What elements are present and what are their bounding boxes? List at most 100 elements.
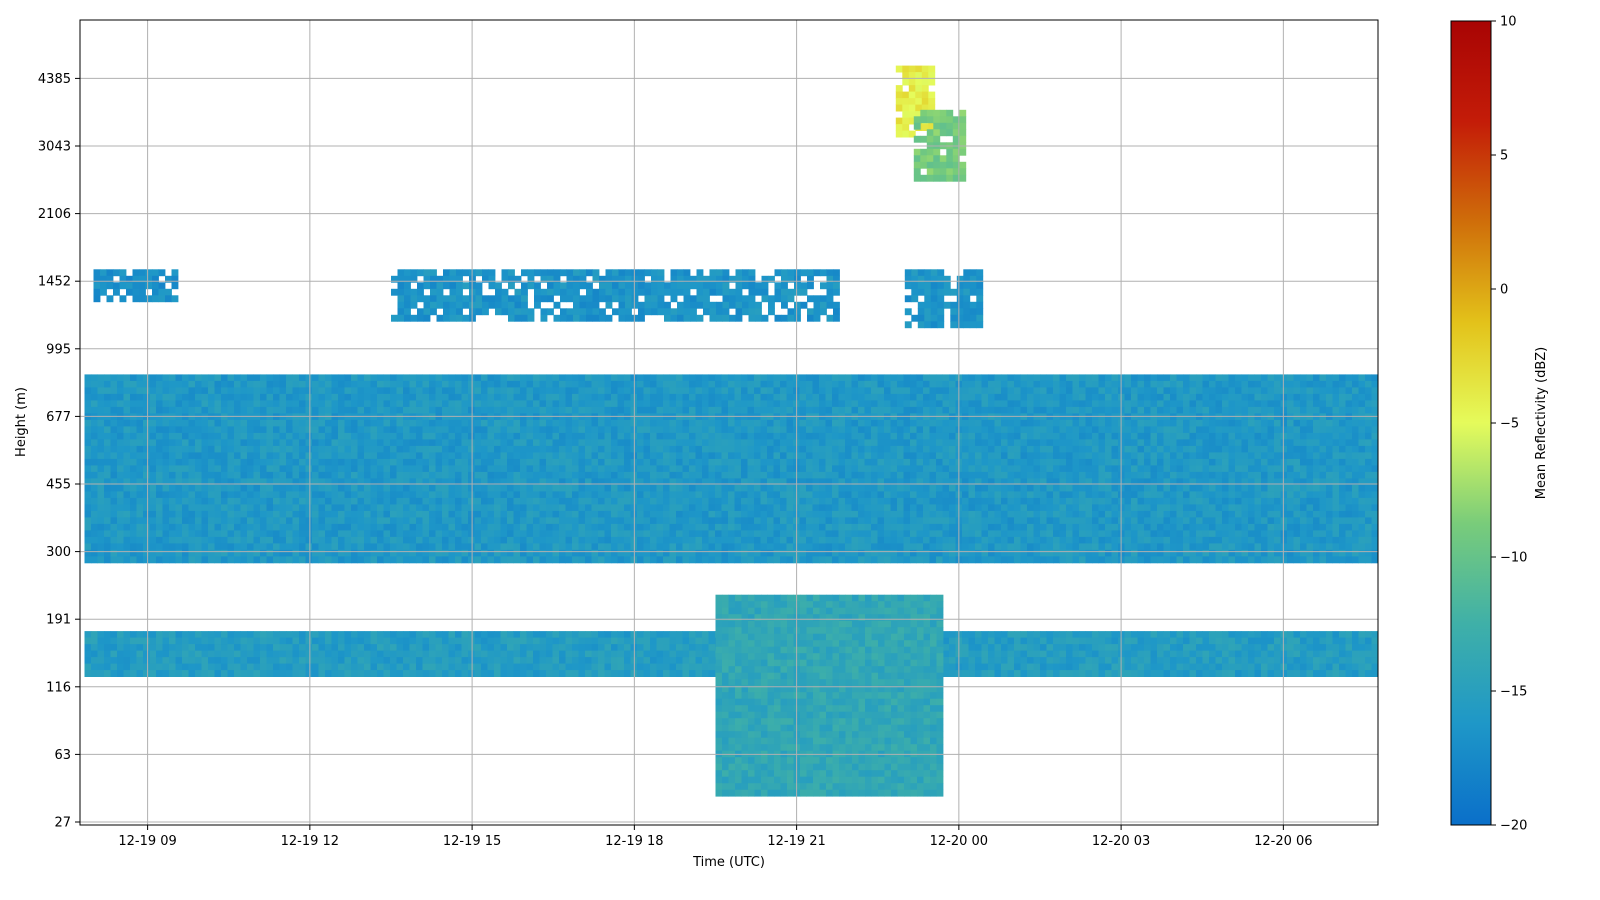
- heatmap-cell-low-cloud-deck: [591, 478, 599, 486]
- heatmap-cell-low-cloud-deck: [1020, 406, 1028, 414]
- heatmap-cell-low-cloud-deck: [175, 439, 183, 447]
- heatmap-cell-low-cloud-deck: [325, 484, 332, 492]
- heatmap-cell-low-cloud-deck: [663, 523, 670, 531]
- heatmap-cell-low-cloud-deck: [234, 400, 241, 408]
- heatmap-cell-low-cloud-deck: [1033, 549, 1041, 557]
- heatmap-cell-low-cloud-deck: [448, 419, 456, 427]
- heatmap-cell-low-cloud-deck: [403, 458, 410, 466]
- heatmap-cell-low-cloud-deck: [117, 439, 124, 447]
- heatmap-cell-low-cloud-deck: [578, 549, 586, 557]
- heatmap-cell-low-cloud-deck: [182, 536, 189, 544]
- heatmap-cell-low-cloud-deck: [780, 445, 787, 453]
- heatmap-cell-low-cloud-deck: [396, 465, 404, 473]
- heatmap-cell-low-cloud-deck: [1040, 478, 1047, 486]
- heatmap-cell-low-cloud-deck: [325, 426, 332, 434]
- heatmap-cell-low-cloud-deck: [299, 465, 306, 473]
- heatmap-cell-low-cloud-deck: [468, 406, 475, 414]
- heatmap-cell-low-cloud-deck: [461, 419, 469, 427]
- heatmap-cell-low-cloud-deck: [890, 517, 898, 525]
- heatmap-cell-low-cloud-deck: [1163, 387, 1171, 395]
- heatmap-cell-low-cloud-deck: [864, 549, 872, 557]
- heatmap-cell-low-cloud-deck: [656, 406, 664, 414]
- heatmap-cell-low-cloud-deck: [806, 536, 813, 544]
- heatmap-cell-low-cloud-deck: [1202, 374, 1210, 382]
- heatmap-cell-low-cloud-deck: [702, 510, 709, 518]
- heatmap-cell-low-cloud-deck: [104, 439, 111, 447]
- heatmap-cell-low-cloud-deck: [598, 426, 605, 434]
- heatmap-cell-low-cloud-deck: [780, 465, 787, 473]
- heatmap-cell-low-cloud-deck: [559, 387, 566, 395]
- heatmap-cell-low-cloud-deck: [624, 504, 631, 512]
- heatmap-cell-low-cloud-deck: [1053, 478, 1060, 486]
- heatmap-cell-low-cloud-deck: [819, 478, 826, 486]
- heatmap-cell-low-cloud-deck: [1033, 445, 1041, 453]
- heatmap-cell-low-cloud-deck: [468, 549, 475, 557]
- heatmap-cell-low-cloud-deck: [240, 543, 248, 551]
- heatmap-cell-low-cloud-deck: [377, 517, 384, 525]
- heatmap-cell-low-cloud-deck: [1137, 439, 1145, 447]
- heatmap-cell-low-cloud-deck: [156, 426, 163, 434]
- heatmap-cell-low-cloud-deck: [656, 491, 664, 499]
- heatmap-cell-low-cloud-deck: [377, 471, 384, 479]
- heatmap-cell-low-cloud-deck: [942, 504, 950, 512]
- heatmap-cell-low-cloud-deck: [84, 387, 92, 395]
- heatmap-cell-low-cloud-deck: [572, 380, 579, 388]
- heatmap-cell-low-cloud-deck: [1150, 439, 1158, 447]
- heatmap-cell-low-cloud-deck: [611, 439, 618, 447]
- heatmap-cell-low-cloud-deck: [585, 471, 592, 479]
- heatmap-cell-low-cloud-deck: [91, 380, 98, 388]
- heatmap-cell-low-cloud-deck: [721, 478, 729, 486]
- heatmap-cell-low-cloud-deck: [416, 387, 423, 395]
- heatmap-cell-low-cloud-deck: [175, 445, 183, 453]
- heatmap-cell-low-cloud-deck: [487, 445, 495, 453]
- heatmap-cell-low-cloud-deck: [546, 393, 553, 401]
- heatmap-cell-low-cloud-deck: [702, 471, 709, 479]
- heatmap-cell-low-cloud-deck: [1007, 419, 1015, 427]
- heatmap-cell-low-cloud-deck: [520, 458, 527, 466]
- heatmap-cell-low-cloud-deck: [526, 465, 534, 473]
- heatmap-cell-low-cloud-deck: [871, 452, 878, 460]
- heatmap-cell-low-cloud-deck: [416, 536, 423, 544]
- heatmap-cell-low-cloud-deck: [1176, 393, 1184, 401]
- heatmap-cell-low-cloud-deck: [1033, 510, 1041, 518]
- heatmap-cell-low-cloud-deck: [1033, 478, 1041, 486]
- heatmap-cell-low-cloud-deck: [1027, 380, 1034, 388]
- heatmap-cell-low-cloud-deck: [975, 374, 982, 382]
- heatmap-cell-low-cloud-deck: [812, 445, 820, 453]
- heatmap-cell-low-cloud-deck: [721, 406, 729, 414]
- heatmap-cell-low-cloud-deck: [936, 439, 943, 447]
- heatmap-cell-low-cloud-deck: [136, 419, 144, 427]
- heatmap-cell-low-cloud-deck: [162, 426, 170, 434]
- heatmap-cell-low-cloud-deck: [201, 530, 209, 538]
- heatmap-cell-low-cloud-deck: [1027, 523, 1034, 531]
- heatmap-cell-low-cloud-deck: [604, 543, 612, 551]
- heatmap-cell-low-cloud-deck: [572, 439, 579, 447]
- heatmap-cell-low-cloud-deck: [689, 543, 696, 551]
- heatmap-cell-low-cloud-deck: [104, 471, 111, 479]
- heatmap-cell-low-cloud-deck: [533, 517, 540, 525]
- heatmap-cell-low-cloud-deck: [624, 393, 631, 401]
- heatmap-cell-low-cloud-deck: [1066, 504, 1073, 512]
- heatmap-cell-low-cloud-deck: [260, 400, 267, 408]
- heatmap-cell-low-cloud-deck: [448, 387, 456, 395]
- heatmap-cell-low-cloud-deck: [845, 374, 852, 382]
- heatmap-cell-low-cloud-deck: [812, 530, 820, 538]
- heatmap-cell-low-cloud-deck: [487, 419, 495, 427]
- heatmap-cell-low-cloud-deck: [364, 452, 371, 460]
- heatmap-cell-low-cloud-deck: [962, 465, 969, 473]
- heatmap-cell-low-cloud-deck: [331, 400, 339, 408]
- heatmap-cell-low-cloud-deck: [721, 419, 729, 427]
- heatmap-cell-low-cloud-deck: [130, 536, 137, 544]
- heatmap-cell-low-cloud-deck: [429, 484, 436, 492]
- heatmap-cell-low-cloud-deck: [832, 549, 839, 557]
- heatmap-cell-low-cloud-deck: [585, 439, 592, 447]
- heatmap-cell-low-cloud-deck: [1040, 380, 1047, 388]
- heatmap-cell-low-cloud-deck: [676, 549, 683, 557]
- heatmap-cell-low-cloud-deck: [234, 484, 241, 492]
- heatmap-cell-low-cloud-deck: [357, 491, 365, 499]
- heatmap-cell-low-cloud-deck: [812, 497, 820, 505]
- heatmap-cell-low-cloud-deck: [968, 478, 976, 486]
- heatmap-cell-low-cloud-deck: [143, 543, 150, 551]
- heatmap-cell-low-cloud-deck: [448, 556, 456, 564]
- heatmap-cell-low-cloud-deck: [292, 517, 300, 525]
